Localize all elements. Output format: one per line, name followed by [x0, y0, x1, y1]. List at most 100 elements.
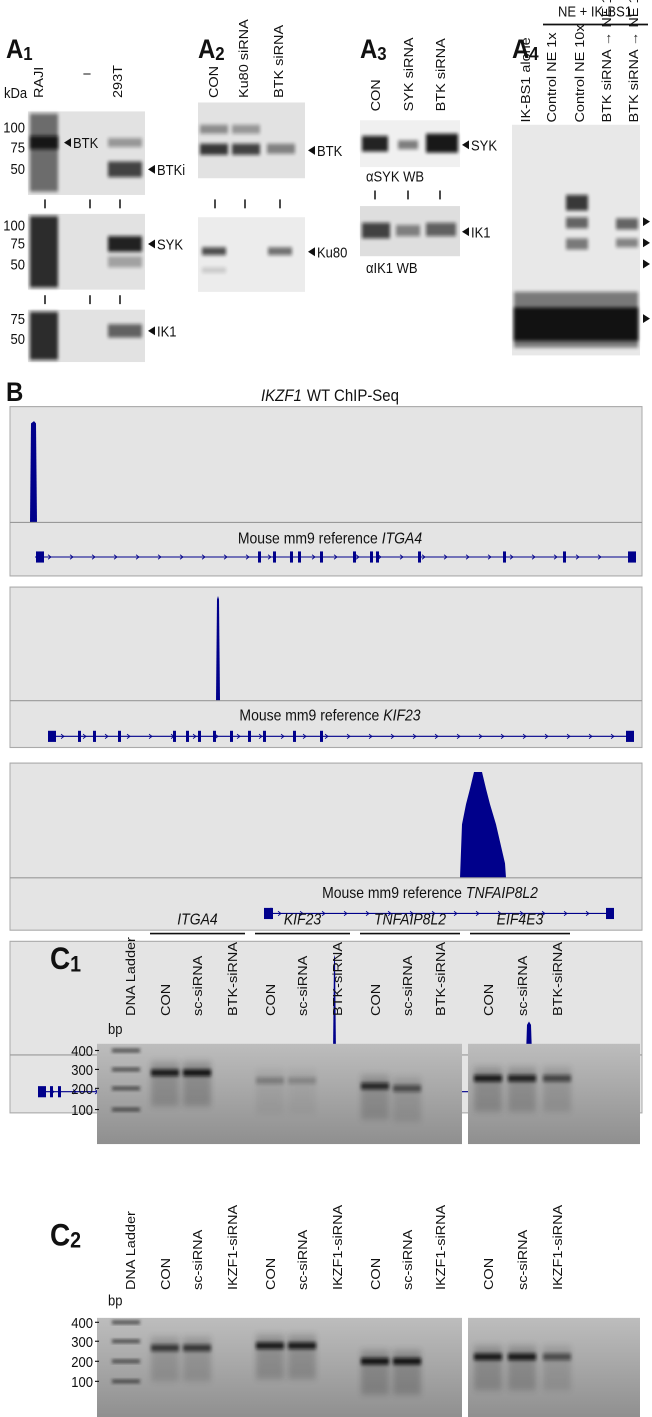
strand-chevron — [531, 554, 536, 560]
gel-band — [393, 1085, 421, 1092]
band — [267, 143, 295, 154]
lane-label: IKZF1-siRNA — [226, 1204, 240, 1290]
strand-chevron — [497, 910, 502, 917]
coverage-peak — [333, 954, 336, 1055]
smear — [393, 1077, 421, 1122]
exon — [36, 551, 44, 563]
lane-label: CON — [482, 984, 496, 1016]
band-label: BTKi — [157, 162, 185, 178]
lane-label: Ku80 siRNA — [237, 18, 251, 98]
strand-chevron — [343, 910, 348, 917]
track-gene: TNFAIP8L2 — [466, 885, 539, 902]
exon — [628, 551, 636, 563]
strand-chevron — [421, 554, 426, 560]
gel-band — [474, 1075, 502, 1082]
strand-chevron — [299, 910, 304, 917]
panel-letter: C — [50, 1218, 70, 1253]
strand-chevron — [170, 733, 175, 739]
strand-chevron — [192, 733, 197, 739]
gel-band — [256, 1342, 284, 1350]
lane-label: – — [83, 65, 91, 81]
strand-chevron — [245, 554, 250, 560]
gel-band — [151, 1344, 179, 1352]
gel-band — [543, 1075, 571, 1082]
coverage-peak — [216, 595, 220, 701]
band — [362, 135, 388, 152]
ladder-band — [112, 1048, 140, 1053]
unit-label: bp — [108, 1293, 123, 1309]
strand-chevron — [500, 733, 505, 739]
strand-chevron — [365, 910, 370, 917]
exon — [58, 1086, 61, 1098]
strand-chevron — [201, 554, 206, 560]
gel-band — [393, 1357, 421, 1365]
exon — [563, 551, 566, 563]
strand-chevron — [377, 554, 382, 560]
lane-label: CON — [369, 79, 383, 111]
lane-label: Control NE 10x — [573, 24, 587, 122]
band — [566, 194, 588, 211]
gel-band — [183, 1069, 211, 1077]
strand-chevron — [148, 733, 153, 739]
arrowhead — [643, 259, 650, 269]
exon — [320, 551, 323, 563]
lane-label: Control NE 1x — [545, 32, 559, 122]
ladder-band — [112, 1086, 140, 1091]
smear — [474, 1345, 502, 1391]
lane-label: sc-siRNA — [516, 955, 530, 1016]
coverage-peak — [460, 771, 506, 878]
header-label: NE + IK-BS1 — [558, 4, 632, 20]
panel-number: 3 — [377, 43, 386, 64]
lane-label: CON — [369, 984, 383, 1016]
lane-label: DNA Ladder — [124, 937, 138, 1016]
lane-label: IKZF1-siRNA — [434, 1204, 448, 1290]
exon — [503, 551, 506, 563]
smear — [151, 1336, 179, 1382]
smear — [256, 1069, 284, 1114]
lane-label: sc-siRNA — [401, 1229, 415, 1290]
arrowhead — [643, 314, 650, 324]
strand-chevron — [157, 554, 162, 560]
smear — [361, 1350, 389, 1395]
exon — [258, 551, 261, 563]
strand-chevron — [72, 1089, 77, 1095]
lane-label: IKZF1-siRNA — [551, 1204, 565, 1290]
strand-chevron — [60, 733, 65, 739]
lane-label: 293T — [111, 64, 125, 98]
panel-number: 2 — [70, 1229, 81, 1253]
band — [232, 143, 260, 155]
lane-label: BTK siRNA → NE 10x — [627, 0, 641, 123]
lane-label: CON — [159, 1258, 173, 1290]
exon — [198, 730, 201, 742]
band — [108, 138, 142, 148]
lane-label: sc-siRNA — [296, 1229, 310, 1290]
marker-label: 75 — [11, 140, 26, 156]
strand-chevron — [267, 554, 272, 560]
lane-label: CON — [264, 984, 278, 1016]
gel-band — [256, 1077, 284, 1084]
band-label: Ku80 — [317, 245, 348, 261]
band — [398, 140, 418, 150]
strand-chevron — [355, 554, 360, 560]
gel-band — [508, 1353, 536, 1361]
strand-chevron — [236, 733, 241, 739]
lane-label: CON — [264, 1258, 278, 1290]
band — [426, 222, 456, 237]
exon — [298, 551, 301, 563]
band — [202, 267, 226, 273]
ladder-band — [112, 1107, 140, 1112]
smear — [508, 1345, 536, 1391]
lane-label: BTK siRNA — [272, 24, 286, 98]
lane-label: CON — [207, 66, 221, 98]
lane-label: BTK-siRNA — [331, 941, 345, 1016]
track-label: Mouse mm9 reference TNFAIP8L2 — [322, 885, 539, 902]
smear — [543, 1067, 571, 1112]
gel-band — [361, 1357, 389, 1365]
gel-band — [508, 1075, 536, 1082]
lane-label: CON — [159, 984, 173, 1016]
unit-label: kDa — [4, 85, 27, 101]
antibody-label: αSYK WB — [366, 169, 424, 185]
